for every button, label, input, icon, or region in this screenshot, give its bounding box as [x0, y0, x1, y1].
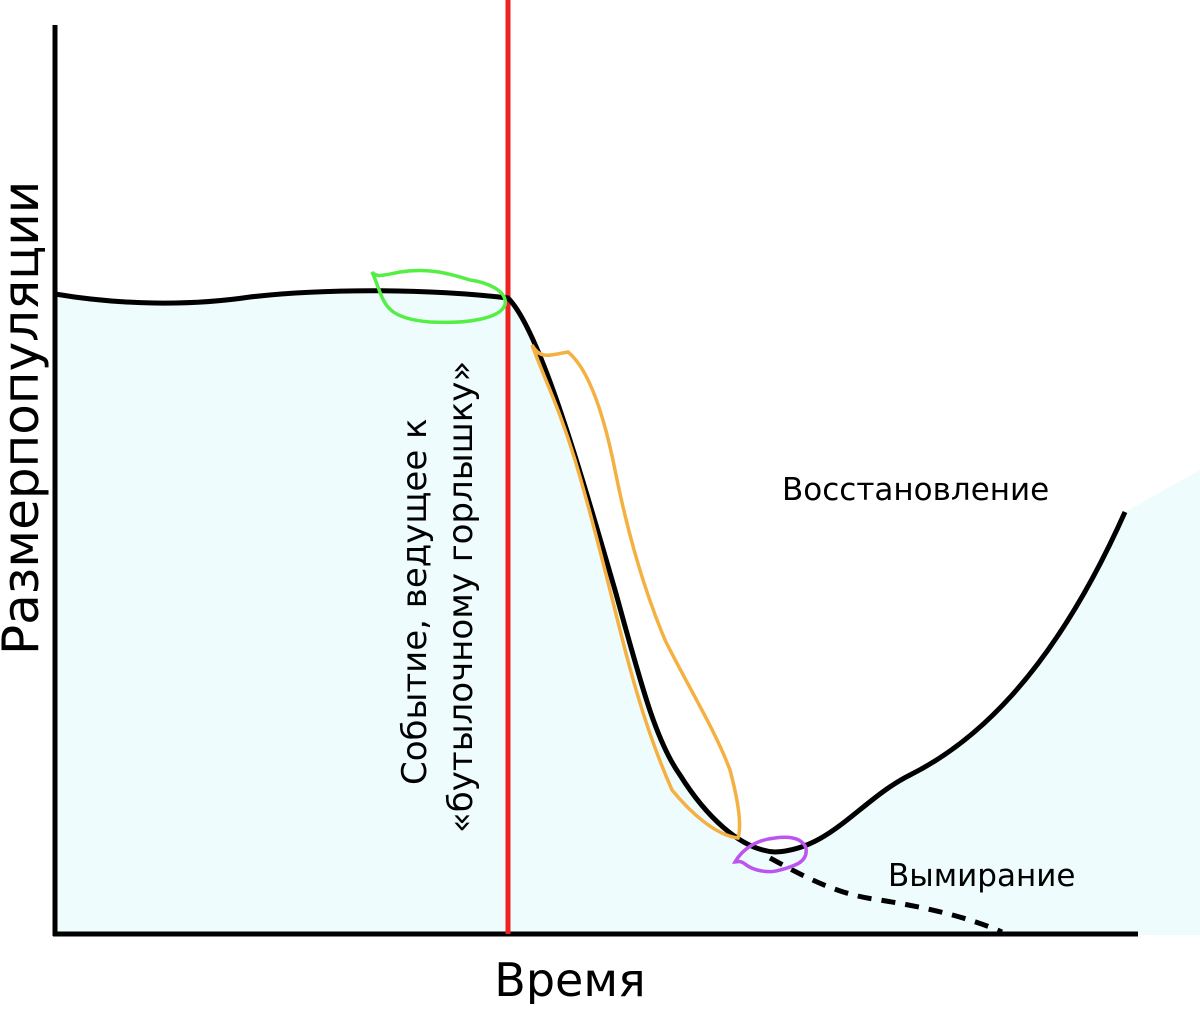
decline-highlight [530, 344, 742, 840]
minimum-highlight [731, 835, 808, 874]
population-curve [54, 288, 1128, 855]
event-label-line1: Событие, ведущее к [395, 418, 435, 785]
x-axis-label: Время [494, 953, 645, 1004]
stable-highlight [370, 268, 507, 325]
y-axis-label: Размерпопуляции [0, 181, 50, 655]
population-area [55, 290, 1200, 935]
extinction-label: Вымирание [888, 858, 1075, 894]
event-label-line2: «бутылочному горлышку» [441, 361, 481, 833]
recovery-label: Восстановление [782, 472, 1049, 508]
